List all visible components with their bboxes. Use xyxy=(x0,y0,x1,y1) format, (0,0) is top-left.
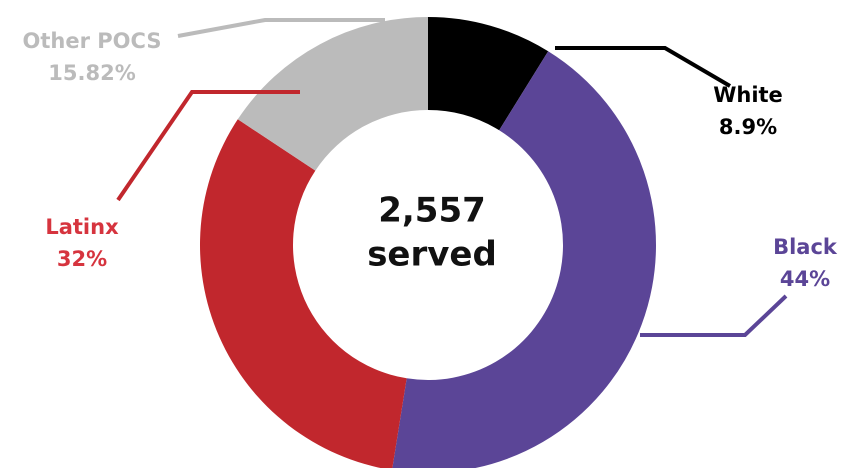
slice-label: Other POCS xyxy=(23,29,162,53)
center-subtext: served xyxy=(367,235,497,275)
slices xyxy=(200,17,656,468)
slice-value-label: 32% xyxy=(57,247,107,271)
slice xyxy=(200,119,407,468)
leader-line xyxy=(177,18,385,38)
slice-label: Latinx xyxy=(45,215,119,239)
slice-label: Black xyxy=(773,235,838,259)
leader-line xyxy=(640,294,788,337)
slice xyxy=(428,17,549,131)
slice-label: White xyxy=(713,83,783,107)
leader-line xyxy=(116,90,300,202)
slice-value-label: 44% xyxy=(780,267,830,291)
slice xyxy=(237,17,428,171)
slice xyxy=(392,51,656,468)
leader-line xyxy=(555,46,732,88)
center-value: 2,557 xyxy=(378,191,486,231)
slice-value-label: 15.82% xyxy=(48,61,135,85)
slice-value-label: 8.9% xyxy=(719,115,777,139)
